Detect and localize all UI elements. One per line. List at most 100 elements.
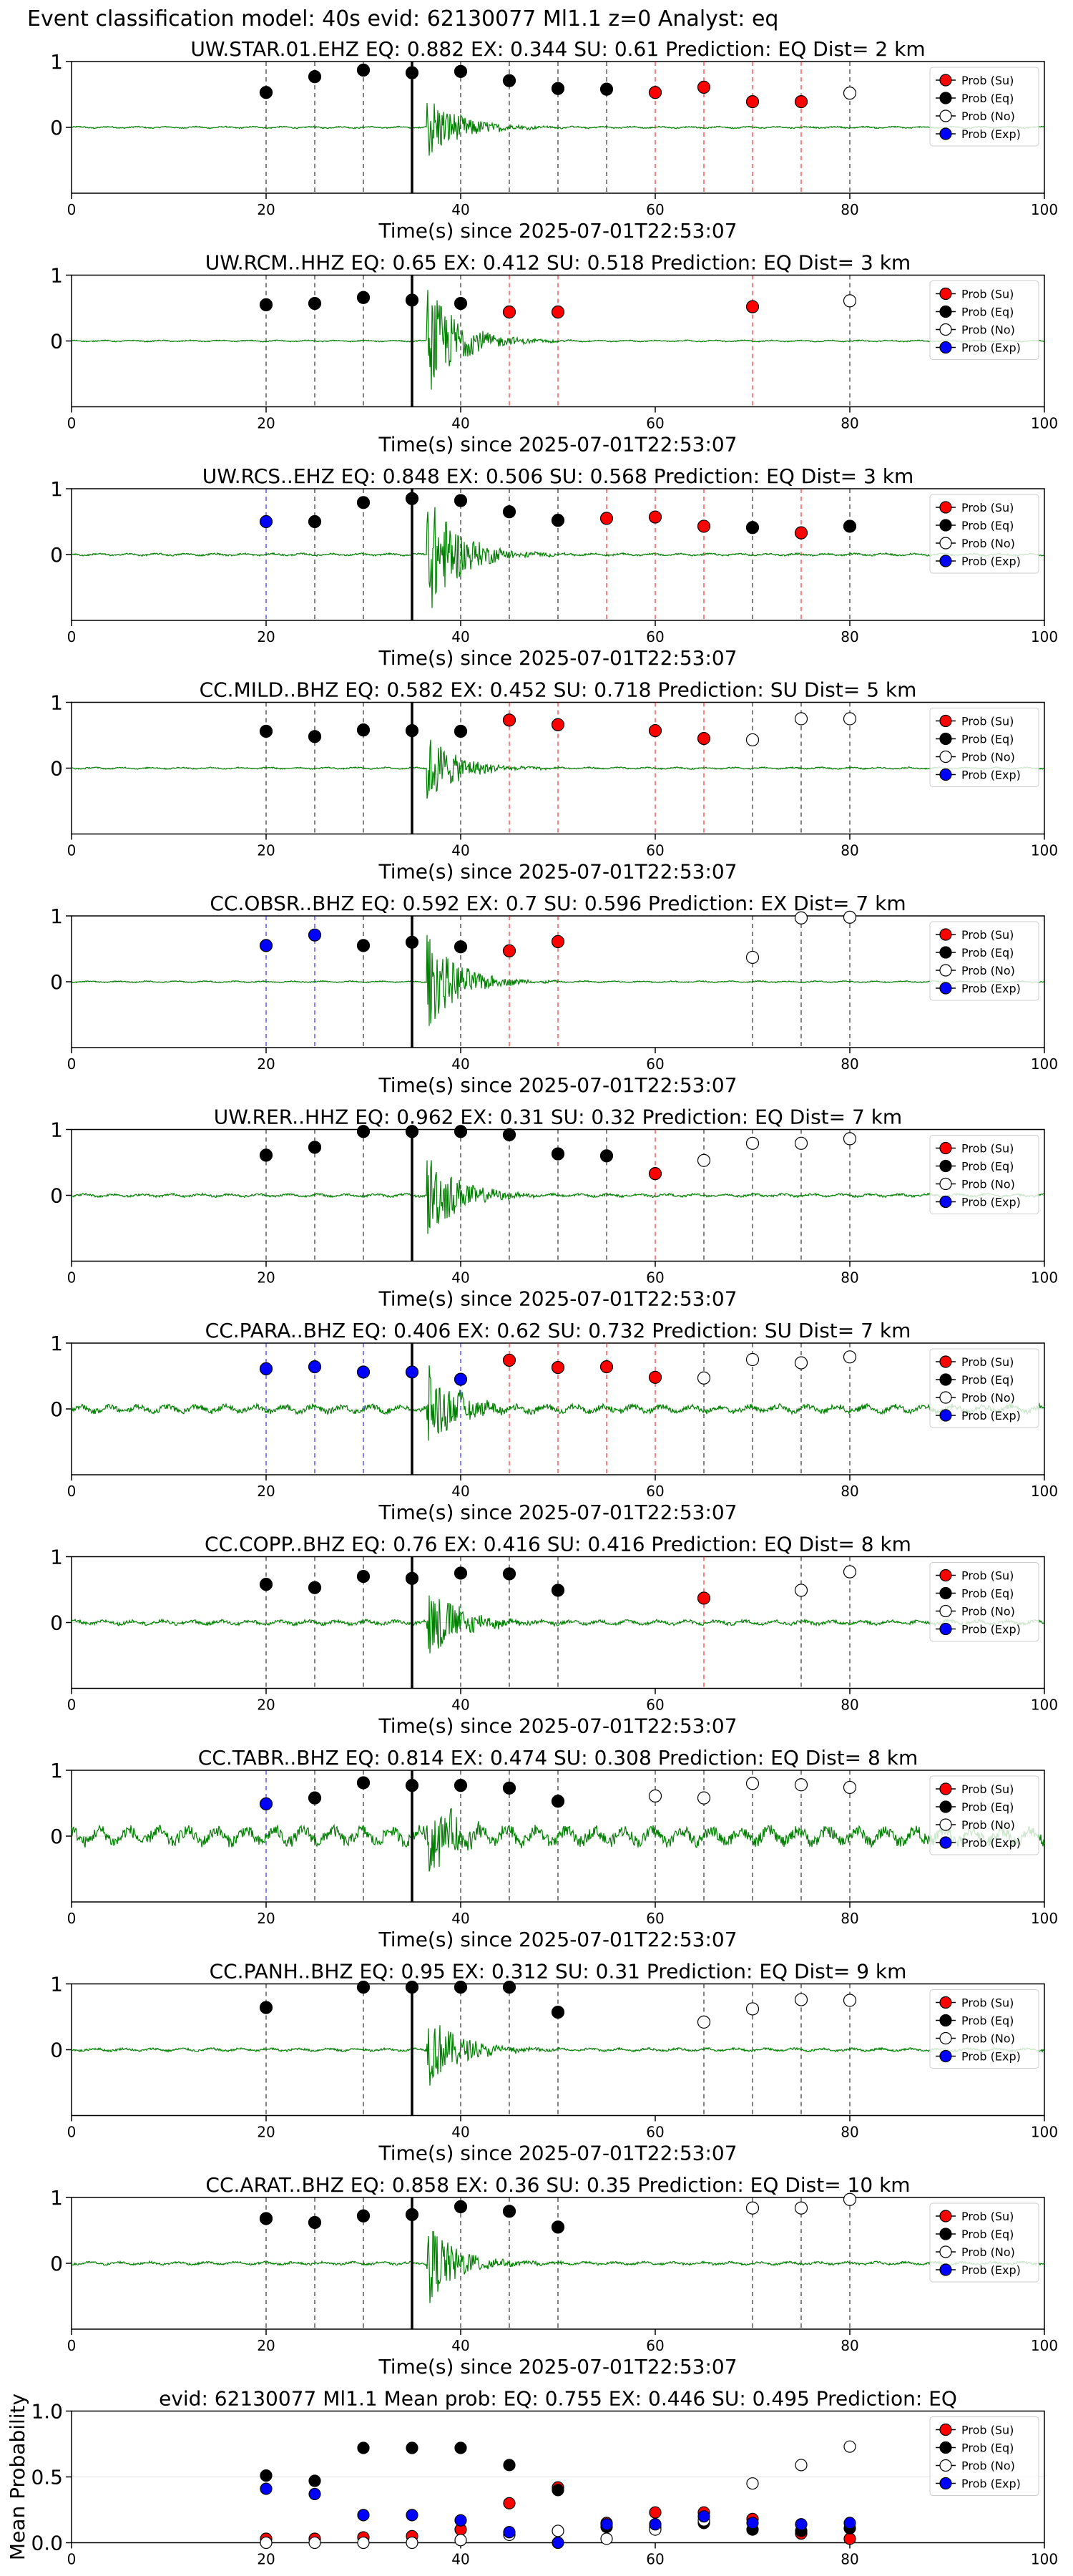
mean-point-exp (454, 2514, 467, 2527)
legend-label-eq: Prob (Eq) (961, 733, 1014, 746)
x-tick-label: 80 (841, 2124, 858, 2141)
prob-point-exp (259, 939, 273, 952)
prob-point-eq (308, 514, 322, 529)
x-tick-label: 40 (451, 201, 469, 218)
legend-box (929, 2416, 1039, 2496)
x-tick-label: 60 (646, 1910, 664, 1927)
legend-label-no: Prob (No) (961, 751, 1015, 764)
x-tick-label: 60 (646, 2337, 664, 2354)
prob-point-exp (356, 1365, 371, 1379)
prob-point-exp (454, 1372, 468, 1386)
legend-label-no: Prob (No) (961, 2032, 1015, 2046)
prob-point-su (794, 95, 808, 109)
prob-point-eq (551, 82, 565, 95)
waveform-trace (71, 290, 1045, 390)
y-tick-label: 1 (50, 1546, 63, 1569)
mean-point-eq (260, 2469, 273, 2482)
legend-label-eq: Prob (Eq) (961, 92, 1014, 105)
prob-point-su (648, 1370, 662, 1384)
prob-point-su (697, 731, 711, 746)
y-tick-label: 0 (50, 1184, 63, 1208)
legend-marker-su (939, 1355, 952, 1368)
legend-marker-exp (939, 982, 952, 995)
prob-point-exp (259, 514, 273, 529)
mean-point-su (503, 2497, 516, 2509)
prob-point-no (843, 1132, 857, 1146)
legend-marker-su (939, 714, 952, 728)
prob-point-eq (454, 940, 468, 954)
legend-marker-eq (939, 1800, 952, 1813)
legend-label-no: Prob (No) (961, 1178, 1015, 1191)
legend-box (929, 2202, 1039, 2283)
mean-point-exp (308, 2487, 321, 2501)
y-tick-label: 1 (50, 2186, 63, 2210)
prob-point-eq (454, 2200, 468, 2213)
legend-marker-no (939, 750, 952, 763)
waveform-trace (71, 935, 1044, 1026)
legend-label-su: Prob (Su) (961, 501, 1014, 514)
legend-marker-no (939, 964, 952, 977)
prob-point-exp (259, 1797, 273, 1811)
y-tick-label: 0.5 (31, 2466, 63, 2489)
panel-title: evid: 62130077 Ml1.1 Mean prob: EQ: 0.75… (159, 2387, 957, 2411)
legend-label-eq: Prob (Eq) (961, 2014, 1014, 2028)
prob-point-eq (454, 724, 468, 738)
x-tick-label: 40 (451, 1269, 469, 1287)
prob-point-no (843, 1780, 857, 1795)
legend-label-exp: Prob (Exp) (961, 1623, 1021, 1636)
legend-label-eq: Prob (Eq) (961, 306, 1014, 319)
mean-point-eq (308, 2474, 321, 2487)
waveform-trace (71, 1807, 1045, 1872)
x-tick-label: 20 (257, 1269, 275, 1287)
legend-marker-eq (939, 732, 952, 746)
x-tick-label: 40 (451, 1483, 469, 1500)
legend-marker-su (939, 1996, 952, 2009)
x-axis-label: Time(s) since 2025-07-01T22:53:07 (378, 1287, 737, 1311)
mean-point-eq (503, 2459, 516, 2472)
waveform-trace (71, 507, 1045, 608)
panel-title: CC.PANH..BHZ EQ: 0.95 EX: 0.312 SU: 0.31… (210, 1960, 907, 1984)
mean-point-exp (746, 2517, 759, 2529)
legend-marker-exp (939, 127, 952, 140)
prob-point-no (843, 910, 857, 924)
y-tick-label: 1 (50, 1118, 63, 1142)
x-tick-label: 80 (841, 1697, 858, 1714)
waveform-trace (71, 2230, 1045, 2303)
x-tick-label: 0 (67, 415, 77, 432)
legend-marker-no (939, 537, 952, 550)
prob-point-su (648, 86, 662, 99)
prob-point-no (843, 1350, 857, 1364)
legend-label-no: Prob (No) (961, 2245, 1015, 2259)
x-tick-label: 40 (451, 2124, 469, 2141)
x-tick-label: 100 (1031, 842, 1058, 859)
legend-marker-no (939, 2245, 952, 2258)
legend-label-su: Prob (Su) (961, 928, 1014, 942)
legend-label-eq: Prob (Eq) (961, 519, 1014, 532)
prob-point-no (697, 1153, 711, 1167)
prob-point-eq (551, 1147, 565, 1161)
x-tick-label: 40 (451, 2337, 469, 2354)
mean-point-no (795, 2459, 808, 2472)
mean-point-no (843, 2440, 856, 2453)
legend-label-su: Prob (Su) (961, 74, 1014, 87)
legend-marker-su (939, 2210, 952, 2223)
legend-box (929, 280, 1039, 360)
legend-marker-exp (939, 341, 952, 354)
x-tick-label: 0 (67, 2124, 77, 2141)
x-tick-label: 80 (841, 2551, 858, 2568)
prob-point-eq (259, 1578, 273, 1591)
legend-box (929, 1775, 1039, 1855)
prob-point-no (794, 1993, 808, 2006)
prob-point-eq (259, 298, 273, 311)
legend-marker-exp (939, 2049, 952, 2063)
legend-marker-su (939, 1782, 952, 1795)
prob-point-eq (259, 1148, 273, 1162)
prob-point-no (794, 2201, 808, 2215)
prob-point-eq (356, 1570, 371, 1584)
y-tick-label: 0 (50, 970, 63, 994)
panel-title: UW.RCS..EHZ EQ: 0.848 EX: 0.506 SU: 0.56… (202, 464, 913, 488)
x-tick-label: 0 (67, 2551, 77, 2568)
prob-point-eq (502, 74, 516, 87)
waveform-trace (71, 102, 1045, 156)
